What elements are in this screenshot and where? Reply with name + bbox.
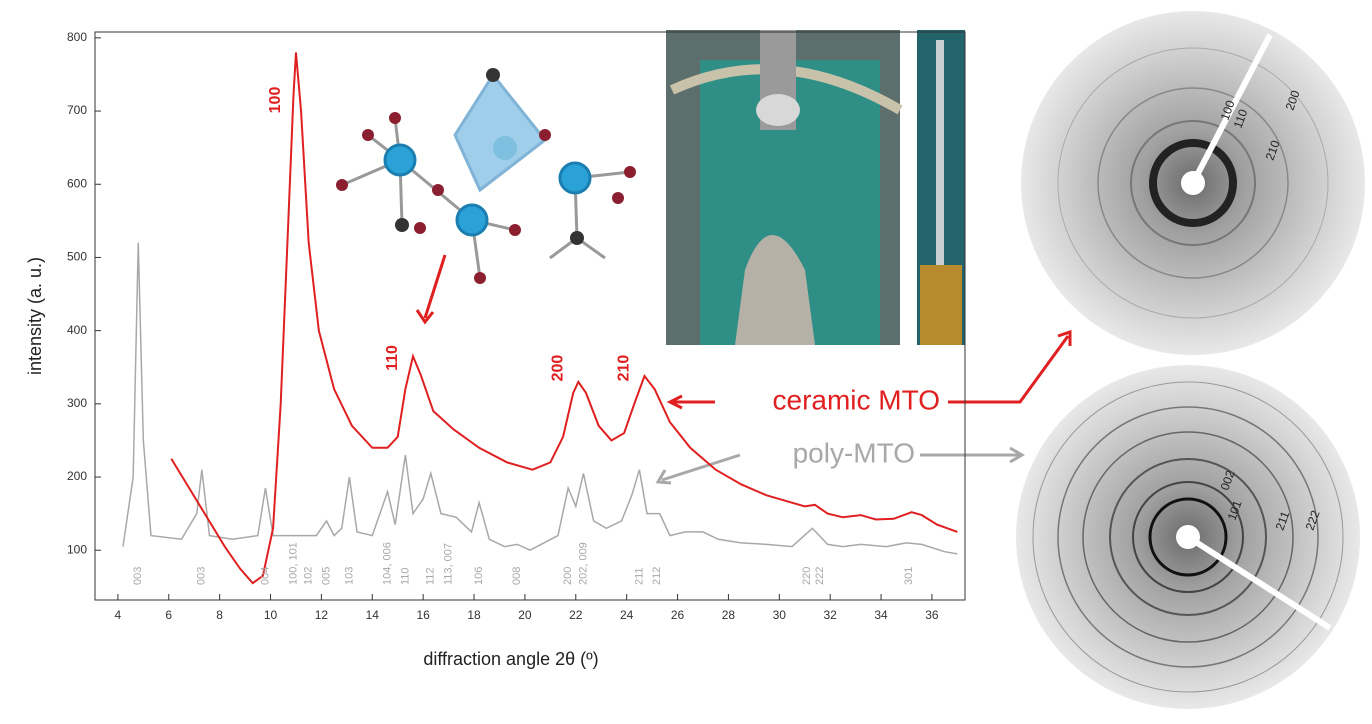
x-tick-label: 36: [925, 608, 939, 622]
ring-label: 211: [1273, 509, 1293, 532]
reflection-label: 202, 009: [577, 542, 589, 585]
peak-label: 110: [384, 345, 401, 371]
y-tick-label: 600: [67, 176, 87, 190]
arrow: [423, 254, 447, 319]
x-tick-label: 32: [823, 608, 837, 622]
x-tick-label: 8: [216, 608, 223, 622]
ring-label: 210: [1263, 138, 1283, 162]
data-line: [122, 242, 958, 555]
ring-label: 002: [1218, 468, 1238, 492]
y-axis-label: intensity (a. u.): [25, 257, 45, 375]
reflection-label: 200: [562, 567, 574, 585]
reflection-label: 103: [343, 567, 355, 585]
ring-label: 110: [1231, 107, 1251, 130]
reflection-label: 102: [303, 567, 315, 585]
reflection-label: 003: [196, 567, 208, 585]
y-tick-label: 300: [67, 396, 87, 410]
reflection-label: 004: [259, 567, 271, 585]
reflection-label: 222: [814, 567, 826, 585]
reflection-label: 110: [399, 567, 411, 585]
data-line: [170, 52, 958, 585]
reflection-label: 008: [511, 567, 523, 585]
plot-frame: [94, 31, 966, 601]
x-tick-label: 20: [518, 608, 532, 622]
x-tick-label: 22: [569, 608, 583, 622]
x-tick-label: 34: [874, 608, 888, 622]
arrow-head: [1057, 329, 1072, 346]
y-tick-label: 400: [67, 323, 87, 337]
peak-label: 100: [267, 87, 284, 114]
x-tick-label: 16: [416, 608, 430, 622]
ring-label: 101: [1225, 498, 1245, 522]
diffraction-pattern: [1016, 365, 1360, 709]
ring-label: 200: [1283, 88, 1303, 112]
x-tick-label: 30: [773, 608, 787, 622]
x-tick-label: 18: [467, 608, 481, 622]
reflection-label: 113, 007: [443, 543, 455, 585]
reflection-label: 301: [903, 567, 915, 585]
arrow: [666, 394, 715, 410]
y-tick-label: 800: [67, 30, 87, 44]
reflection-label: 104, 006: [381, 542, 393, 585]
legend-label: poly-MTO: [793, 437, 915, 468]
ring-label: 222: [1303, 508, 1323, 532]
reflection-label: 212: [651, 567, 663, 585]
x-axis-label: diffraction angle 2θ (º): [423, 649, 598, 669]
y-tick-label: 200: [67, 469, 87, 483]
ring-label: 100: [1218, 98, 1238, 122]
photo: [666, 30, 965, 345]
x-tick-label: 24: [620, 608, 634, 622]
peak-label: 200: [550, 355, 567, 382]
y-tick-label: 100: [67, 542, 87, 556]
reflection-label: 005: [320, 567, 332, 585]
x-tick-label: 14: [366, 608, 380, 622]
x-tick-label: 28: [722, 608, 736, 622]
legend-label: ceramic MTO: [773, 384, 941, 415]
reflection-label: 220: [801, 567, 813, 585]
reflection-label: 112: [425, 567, 437, 585]
reflection-label: 211: [633, 567, 645, 585]
x-tick-label: 4: [115, 608, 122, 622]
reflection-label: 106: [473, 567, 485, 585]
arrow-head: [415, 309, 435, 325]
x-tick-label: 12: [315, 608, 329, 622]
reflection-label: 003: [132, 567, 144, 585]
arrow: [948, 335, 1070, 404]
x-tick-label: 6: [165, 608, 172, 622]
arrow-head: [1009, 446, 1025, 464]
molecule: [336, 68, 636, 284]
peak-label: 210: [616, 355, 633, 382]
y-tick-label: 700: [67, 103, 87, 117]
arrow: [655, 453, 741, 485]
x-tick-label: 10: [264, 608, 278, 622]
diffraction-pattern: [1021, 11, 1365, 355]
x-tick-label: 26: [671, 608, 685, 622]
y-tick-label: 500: [67, 250, 87, 264]
reflection-label: 100, 101: [287, 542, 299, 585]
